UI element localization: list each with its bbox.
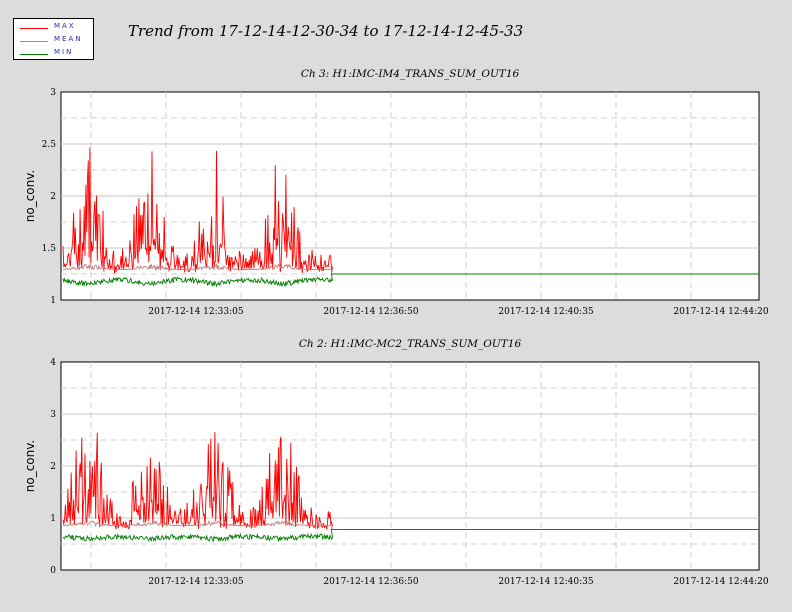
series-mean-line [62,519,759,530]
plot-panel-0: 1 1.5 2 2.5 3 2017-12-14 12:33:05 2017-12-14 1… [23,88,769,317]
x-tick-label: 2017-12-14 12:36:50 [323,307,418,317]
x-tick-label: 2017-12-14 12:44:20 [673,577,768,587]
panel-title-ch3: Ch 3: H1:IMC-IM4_TRANS_SUM_OUT16 [300,68,520,80]
series-max-line [62,431,759,530]
legend-item-max: MAX [14,22,93,34]
legend-label-mean: MEAN [54,35,83,43]
legend-label-max: MAX [54,22,76,30]
x-tick-label: 2017-12-14 12:44:20 [673,307,768,317]
legend-item-mean: MEAN [14,35,93,47]
x-tick-label: 2017-12-14 12:40:35 [498,307,593,317]
y-axis-label: no_conv. [23,440,37,492]
y-tick-label: 0 [50,566,56,576]
y-axis-label: no_conv. [23,170,37,222]
legend-swatch-mean [20,41,48,42]
series-mean-line [62,262,759,275]
y-tick-label: 2 [50,192,56,202]
x-tick-label: 2017-12-14 12:33:05 [148,577,243,587]
legend-label-min: MIN [54,48,74,56]
series-max-line [62,147,759,275]
series-min-line [62,273,759,288]
y-tick-label: 1 [50,296,56,306]
y-tick-label: 3 [50,88,56,98]
y-tick-label: 3 [50,410,56,420]
x-tick-label: 2017-12-14 12:40:35 [498,577,593,587]
x-tick-label: 2017-12-14 12:36:50 [323,577,418,587]
panel-title-ch2: Ch 2: H1:IMC-MC2_TRANS_SUM_OUT16 [298,338,522,350]
y-tick-label: 4 [50,358,56,368]
legend-item-min: MIN [14,48,93,60]
y-tick-label: 1 [50,514,56,524]
chart-main-title: Trend from 17-12-14-12-30-34 to 17-12-14… [128,22,524,40]
x-tick-label: 2017-12-14 12:33:05 [148,307,243,317]
legend: MAX MEAN MIN [13,18,94,60]
series-min-line [62,528,759,543]
y-tick-label: 1.5 [42,244,57,254]
plot-panel-1: 0 1 2 3 4 2017-12-14 12:33:05 2017-12-14 12:36… [23,358,769,587]
y-tick-label: 2 [50,462,56,472]
legend-swatch-max [20,28,48,29]
y-tick-label: 2.5 [42,140,57,150]
legend-swatch-min [20,54,48,55]
